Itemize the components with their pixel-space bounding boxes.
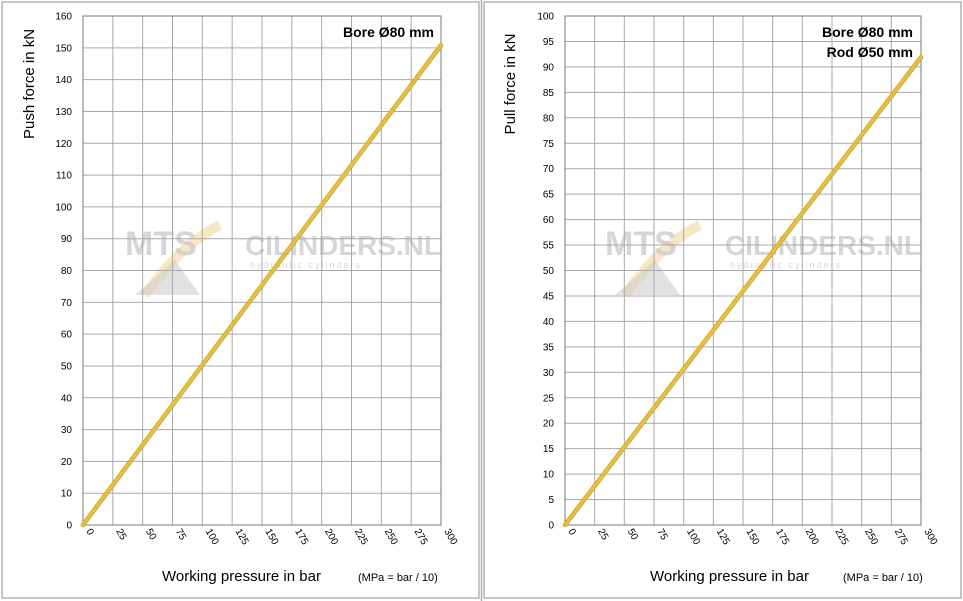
y-tick-label: 140	[55, 75, 72, 86]
series-line-1	[563, 55, 923, 527]
watermark-brand-right: CILINDERS.NL	[245, 230, 441, 261]
y-tick-label: 150	[55, 43, 72, 54]
y-tick-label: 80	[543, 113, 555, 124]
y-axis-title: Push force in kN	[21, 29, 38, 139]
y-tick-label: 85	[543, 88, 555, 99]
y-tick-label: 10	[543, 470, 555, 481]
y-tick-label: 25	[543, 393, 555, 404]
watermark-triangle-icon	[615, 260, 680, 295]
x-tick-labels: 0 25 50 75 100 125 150 175 200 225 250 275 300	[565, 527, 939, 547]
grid	[82, 15, 442, 526]
panel-frame	[483, 1, 962, 599]
x-tick-label: 250	[382, 527, 400, 547]
y-tick-label: 110	[56, 171, 72, 182]
x-tick-labels: 0 25 50 75 100 125 150 175 200 225 250 275 300	[83, 527, 459, 547]
y-tick-label: 90	[543, 62, 555, 73]
annotation-label: Bore Ø80 mm	[343, 24, 434, 40]
x-tick-label: 75	[173, 527, 188, 543]
x-tick-label: 300	[441, 527, 459, 547]
x-axis-unit-note: (MPa = bar / 10)	[843, 572, 923, 584]
watermark-brand-left: MTS	[605, 225, 677, 263]
x-tick-label: 225	[352, 527, 370, 547]
y-tick-label: 70	[543, 164, 555, 175]
y-tick-label: 10	[61, 489, 73, 500]
y-tick-label: 50	[543, 266, 555, 277]
series-line-1	[81, 43, 443, 527]
annotation-label: Rod Ø50 mm	[827, 44, 913, 60]
y-tick-label: 0	[66, 521, 72, 532]
x-tick-label: 125	[233, 527, 251, 547]
x-tick-label: 50	[143, 527, 158, 543]
plot-area-border	[82, 15, 442, 526]
y-axis-title: Pull force in kN	[502, 34, 519, 135]
y-tick-label: 0	[548, 521, 554, 532]
watermark-tagline: hydraulic cylinders	[730, 260, 842, 270]
x-tick-label: 175	[773, 527, 791, 547]
y-tick-label: 70	[61, 298, 73, 309]
y-tick-label: 80	[61, 266, 73, 277]
x-axis-title: Working pressure in bar	[162, 568, 321, 585]
y-tick-label: 30	[543, 368, 555, 379]
x-tick-label: 250	[862, 527, 880, 547]
x-tick-label: 25	[595, 527, 610, 543]
watermark-triangle-icon	[135, 260, 200, 295]
x-tick-label: 50	[625, 527, 640, 543]
y-tick-label: 20	[61, 457, 73, 468]
y-tick-labels: 0 5 10 15 20 25 30 35 40 45 50 55 60 65 70 75 80 85 90 95 10…	[537, 12, 554, 532]
y-tick-label: 60	[543, 215, 555, 226]
annotation-label: Bore Ø80 mm	[822, 24, 913, 40]
x-tick-label: 225	[832, 527, 850, 547]
y-tick-label: 5	[548, 495, 554, 506]
x-tick-label: 300	[921, 527, 939, 547]
y-tick-label: 50	[61, 361, 73, 372]
y-tick-label: 15	[543, 444, 555, 455]
grid	[564, 15, 922, 526]
y-tick-label: 45	[543, 291, 555, 302]
x-tick-label: 200	[803, 527, 821, 547]
y-tick-label: 20	[543, 419, 555, 430]
panel-frame	[1, 1, 480, 599]
y-tick-label: 55	[543, 241, 555, 252]
y-tick-label: 130	[55, 107, 72, 118]
y-tick-label: 120	[55, 139, 72, 150]
x-tick-label: 125	[714, 527, 732, 547]
x-tick-label: 25	[113, 527, 128, 543]
y-tick-label: 90	[61, 234, 73, 245]
x-tick-label: 0	[565, 527, 578, 538]
y-tick-label: 160	[55, 12, 72, 23]
x-tick-label: 0	[83, 527, 96, 538]
y-tick-label: 95	[543, 37, 555, 48]
y-tick-label: 100	[537, 12, 554, 23]
x-tick-label: 100	[684, 527, 702, 547]
y-tick-label: 60	[61, 330, 73, 341]
x-tick-label: 275	[892, 527, 910, 547]
x-tick-label: 150	[262, 527, 280, 547]
x-tick-label: 175	[292, 527, 310, 547]
y-tick-label: 35	[543, 342, 555, 353]
y-tick-label: 30	[61, 425, 73, 436]
x-tick-label: 200	[322, 527, 340, 547]
x-tick-label: 275	[412, 527, 430, 547]
y-tick-label: 100	[55, 202, 72, 213]
x-tick-label: 100	[203, 527, 221, 547]
watermark-tagline: hydraulic cylinders	[250, 260, 362, 270]
x-axis-unit-note: (MPa = bar / 10)	[358, 572, 438, 584]
x-tick-label: 75	[654, 527, 669, 543]
x-axis-title: Working pressure in bar	[650, 568, 809, 585]
y-tick-label: 40	[543, 317, 555, 328]
x-tick-label: 150	[743, 527, 761, 547]
plot-area-border	[564, 15, 922, 526]
watermark-brand-left: MTS	[125, 225, 197, 263]
y-tick-label: 40	[61, 393, 73, 404]
y-tick-label: 75	[543, 139, 555, 150]
y-tick-labels: 0 10 20 30 40 50 60 70 80 90 100 110 120 130 140 150 160	[55, 12, 72, 532]
y-tick-label: 65	[543, 190, 555, 201]
